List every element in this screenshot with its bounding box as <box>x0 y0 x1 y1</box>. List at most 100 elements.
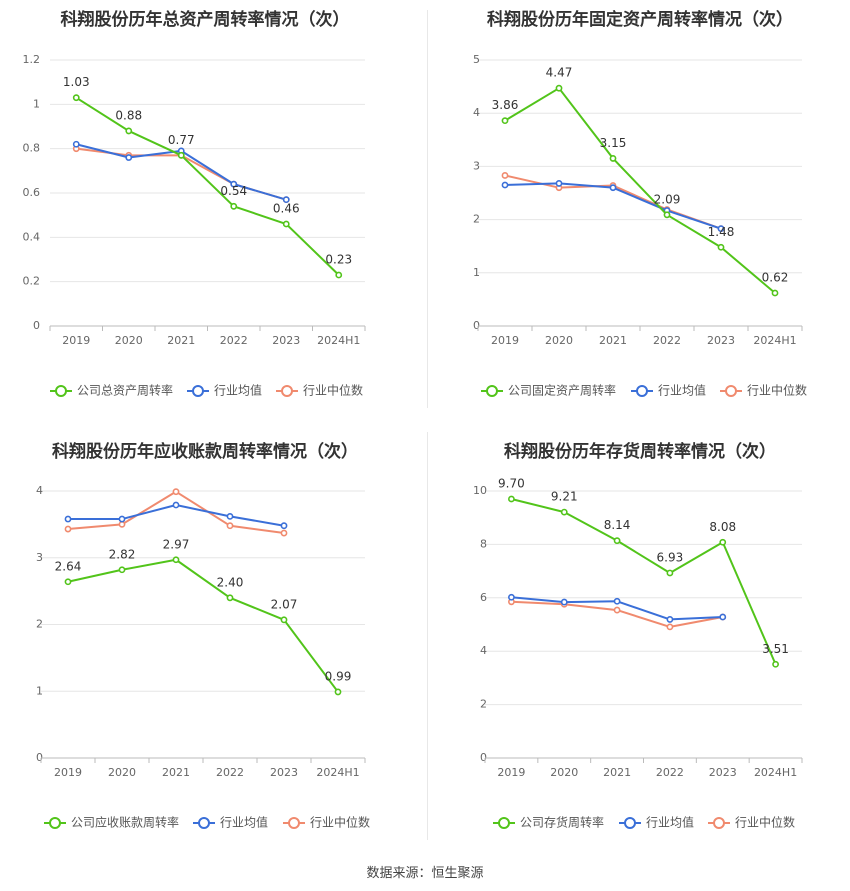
legend-marker-median <box>281 385 293 397</box>
chart-title: 科翔股份历年存货周转率情况（次） <box>504 441 776 462</box>
data-point-company <box>72 94 80 102</box>
data-point-company <box>555 84 563 92</box>
x-tick-label: 2023 <box>270 766 298 779</box>
data-point-median <box>64 525 72 533</box>
series-line-company <box>504 87 776 294</box>
data-point-company <box>560 508 568 516</box>
data-point-average <box>609 184 617 192</box>
legend-label-company: 公司总资产周转率 <box>77 383 173 398</box>
vertical-divider-bottom <box>427 432 428 840</box>
y-tick-label: 0.8 <box>23 142 41 155</box>
data-point-average <box>64 515 72 523</box>
y-tick-label: 1 <box>33 97 40 110</box>
data-label: 0.88 <box>115 108 142 122</box>
data-label: 2.07 <box>271 597 298 611</box>
y-tick-label: 1.2 <box>23 53 41 66</box>
y-tick-label: 8 <box>480 537 487 550</box>
y-tick-label: 0 <box>33 319 40 332</box>
data-point-average <box>666 616 674 623</box>
data-point-company <box>771 289 779 297</box>
data-label: 0.23 <box>325 253 352 267</box>
data-label: 0.46 <box>273 202 300 216</box>
legend-marker-company <box>55 385 67 397</box>
x-tick-label: 2021 <box>599 334 627 347</box>
x-tick-label: 2020 <box>108 766 136 779</box>
chart-panel-1: 科翔股份历年总资产周转率情况（次） 0 0.2 0.4 0.6 0.8 1 1.2 2019 20… <box>23 9 366 398</box>
series-line-company <box>75 96 340 276</box>
y-tick-label: 4 <box>480 644 487 657</box>
data-point-company <box>172 556 180 564</box>
chart-panel-2: 科翔股份历年固定资产周转率情况（次） 0 1 2 3 4 5 2019 2020 2021 2022… <box>473 9 807 398</box>
y-tick-label: 10 <box>473 484 487 497</box>
data-label: 0.77 <box>168 133 195 147</box>
legend-label-company: 公司存货周转率 <box>520 815 604 830</box>
data-point-median <box>118 520 126 528</box>
data-point-median <box>501 172 509 179</box>
data-point-median <box>666 623 674 631</box>
x-tick-label: 2020 <box>550 766 578 779</box>
series-line-median <box>511 600 723 628</box>
legend-label-company: 公司应收账款周转率 <box>71 815 179 830</box>
data-point-company <box>282 220 290 228</box>
data-point-average <box>226 512 234 520</box>
x-tick-label: 2021 <box>167 334 195 347</box>
legend-marker-average <box>636 385 648 397</box>
x-tick-label: 2019 <box>62 334 90 347</box>
x-tick-label: 2021 <box>603 766 631 779</box>
data-point-company <box>508 495 515 503</box>
data-point-average <box>125 154 133 161</box>
chart-title: 科翔股份历年固定资产周转率情况（次） <box>487 9 793 30</box>
x-tick-label: 2019 <box>491 334 519 347</box>
x-tick-label: 2022 <box>220 334 248 347</box>
x-tick-label: 2021 <box>162 766 190 779</box>
chart-panel-4: 科翔股份历年存货周转率情况（次） 0 2 4 6 8 10 2019 2020 2021 2022 2… <box>473 441 803 830</box>
x-tick-label: 2022 <box>653 334 681 347</box>
series-line-median <box>67 490 285 535</box>
legend-label-company: 公司固定资产周转率 <box>508 383 616 398</box>
y-tick-label: 2 <box>473 213 480 226</box>
y-tick-label: 4 <box>473 106 480 119</box>
legend-label-median: 行业中位数 <box>747 383 807 398</box>
legend-label-average: 行业均值 <box>658 383 706 398</box>
x-tick-label: 2023 <box>272 334 300 347</box>
data-point-company <box>118 566 126 574</box>
data-label: 2.40 <box>217 575 244 589</box>
data-label: 3.86 <box>492 98 519 112</box>
data-label: 2.09 <box>654 192 681 206</box>
x-tick-label: 2019 <box>54 766 82 779</box>
data-point-company <box>334 688 342 696</box>
y-tick-label: 0 <box>480 751 487 764</box>
legend-label-average: 行业均值 <box>220 815 268 830</box>
data-point-company <box>772 660 779 668</box>
data-point-company <box>280 616 288 624</box>
data-label: 8.08 <box>709 520 736 534</box>
data-point-company <box>230 202 238 210</box>
data-point-average <box>560 598 568 606</box>
data-point-company <box>335 271 343 279</box>
data-point-company <box>666 569 674 577</box>
series-line-company <box>511 498 777 665</box>
legend-marker-company <box>486 385 498 397</box>
data-label: 6.93 <box>657 550 684 564</box>
legend-label-median: 行业中位数 <box>735 815 795 830</box>
y-tick-label: 0.4 <box>23 230 41 243</box>
data-label: 3.15 <box>600 136 627 150</box>
data-point-average <box>280 522 288 530</box>
x-tick-label: 2024H1 <box>316 766 359 779</box>
data-label: 9.70 <box>498 477 525 491</box>
data-point-average <box>508 593 515 601</box>
data-label: 3.51 <box>762 642 789 656</box>
data-label: 2.82 <box>109 547 136 561</box>
data-point-average <box>172 501 180 509</box>
data-point-average <box>555 180 563 187</box>
x-tick-label: 2023 <box>707 334 735 347</box>
data-point-average <box>719 613 727 621</box>
series-line-company <box>67 558 339 693</box>
data-point-company <box>717 243 725 251</box>
data-point-median <box>226 522 234 530</box>
data-point-company <box>613 537 621 545</box>
data-source-note: 数据来源：恒生聚源 <box>366 866 484 881</box>
data-point-company <box>64 578 72 586</box>
y-tick-label: 2 <box>480 698 487 711</box>
